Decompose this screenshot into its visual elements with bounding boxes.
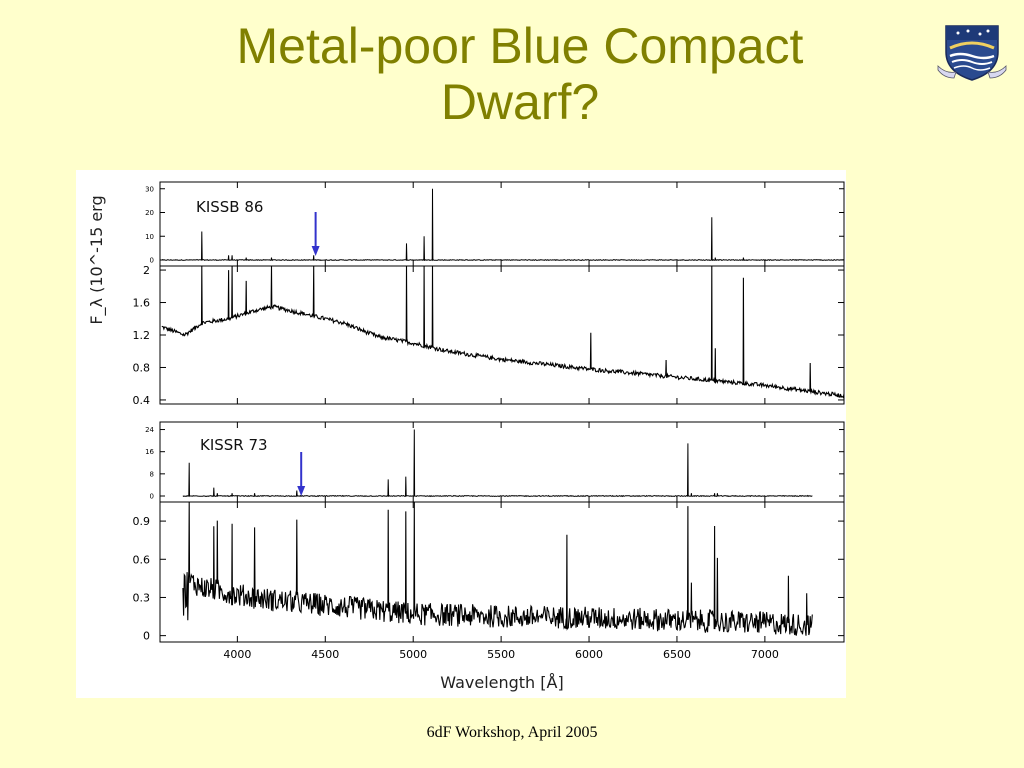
x-tick-label: 4500 — [311, 648, 339, 661]
zoom-y-tick-label: 30 — [145, 185, 154, 193]
slide-title-line-2: Dwarf? — [440, 74, 600, 130]
arrow-head-icon — [311, 246, 320, 256]
object-label: KISSR 73 — [200, 436, 268, 454]
x-tick-label: 4000 — [223, 648, 251, 661]
spectra-figure: 0 10 20 30 0.4 0.8 1.2 1.6 2 KISSB 86 0 8 16 24 0 0.3 0.… — [76, 170, 846, 698]
spectrum-line-kissb-86 — [161, 265, 845, 399]
x-tick-label: 6000 — [575, 648, 603, 661]
y-axis-title: F_λ (10^-15 erg — [87, 195, 107, 324]
x-tick-label: 7000 — [751, 648, 779, 661]
main-y-tick-label: 0.9 — [133, 515, 151, 528]
main-y-tick-label: 0.3 — [133, 591, 151, 604]
spectra-chart: 0 10 20 30 0.4 0.8 1.2 1.6 2 KISSB 86 0 8 16 24 0 0.3 0.… — [87, 181, 845, 692]
spectrum-line-kissr-73 — [182, 501, 813, 636]
main-y-tick-label: 2 — [143, 264, 150, 277]
zoom-spectrum-line-kissr-73 — [182, 429, 813, 498]
zoom-y-tick-label: 10 — [145, 233, 154, 241]
x-tick-label: 5500 — [487, 648, 515, 661]
zoom-spectrum-line-kissb-86 — [161, 188, 845, 262]
slide-title: Metal-poor Blue Compact Dwarf? — [130, 18, 910, 130]
zoom-y-tick-label: 0 — [150, 257, 154, 265]
slide-footer: 6dF Workshop, April 2005 — [426, 724, 598, 741]
zoom-y-tick-label: 24 — [145, 426, 154, 434]
zoom-panel-frame-1 — [159, 421, 845, 503]
zoom-y-tick-label: 8 — [150, 470, 154, 478]
main-y-tick-label: 1.2 — [133, 329, 151, 342]
object-label: KISSB 86 — [196, 198, 263, 216]
x-tick-label: 6500 — [663, 648, 691, 661]
main-panel-frame-1 — [159, 501, 845, 643]
main-y-tick-label: 0 — [143, 630, 150, 643]
zoom-y-tick-label: 20 — [145, 209, 154, 217]
main-y-tick-label: 0.4 — [133, 394, 151, 407]
university-crest-logo — [936, 22, 1008, 82]
zoom-y-tick-label: 16 — [145, 448, 154, 456]
zoom-panel-frame-0 — [159, 181, 845, 267]
zoom-y-tick-label: 0 — [150, 493, 154, 501]
x-axis-title: Wavelength [Å] — [440, 673, 563, 692]
main-y-tick-label: 0.6 — [133, 553, 151, 566]
arrow-head-icon — [297, 486, 306, 496]
slide-title-line-1: Metal-poor Blue Compact — [236, 18, 804, 74]
main-y-tick-label: 0.8 — [133, 361, 151, 374]
main-y-tick-label: 1.6 — [133, 297, 151, 310]
x-tick-label: 5000 — [399, 648, 427, 661]
